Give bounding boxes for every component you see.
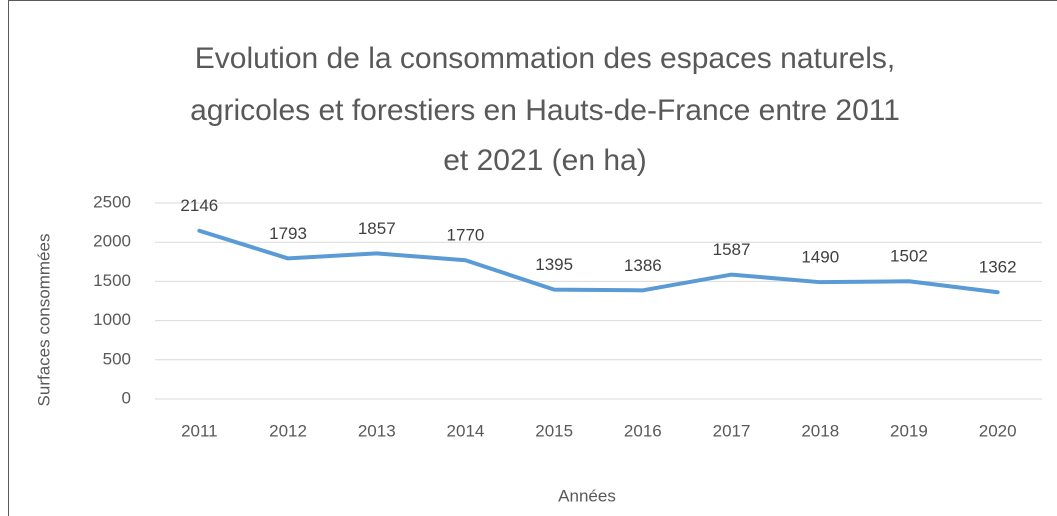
data-label: 1502 — [890, 247, 928, 266]
y-tick-label: 500 — [103, 349, 131, 368]
chart-title: agricoles et forestiers en Hauts-de-Fran… — [190, 94, 900, 127]
x-tick-label: 2015 — [535, 421, 573, 440]
y-tick-label: 0 — [122, 388, 131, 407]
data-line — [197, 228, 1000, 295]
data-label: 1587 — [713, 240, 751, 259]
chart-frame — [8, 0, 1057, 516]
y-tick-label: 2000 — [93, 232, 131, 251]
x-axis-label: Années — [558, 486, 616, 505]
data-label: 1770 — [447, 226, 485, 245]
data-label: 1490 — [801, 248, 839, 267]
y-axis-label: Surfaces consommées — [34, 234, 53, 407]
data-label: 1395 — [535, 255, 573, 274]
x-tick-label: 2018 — [801, 421, 839, 440]
y-tick-label: 1500 — [93, 271, 131, 290]
y-tick-label: 1000 — [93, 310, 131, 329]
x-tick-label: 2014 — [447, 421, 485, 440]
x-tick-label: 2013 — [358, 421, 396, 440]
data-label: 1386 — [624, 256, 662, 275]
x-tick-label: 2017 — [713, 421, 751, 440]
data-label: 1362 — [979, 258, 1017, 277]
chart-title: et 2021 (en ha) — [443, 144, 646, 177]
x-tick-label: 2011 — [181, 421, 218, 440]
chart-title: Evolution de la consommation des espaces… — [195, 42, 895, 75]
y-tick-label: 2500 — [93, 192, 131, 211]
x-tick-label: 2012 — [269, 421, 307, 440]
x-tick-label: 2020 — [979, 421, 1017, 440]
data-label: 1857 — [358, 219, 396, 238]
data-label: 1793 — [269, 224, 307, 243]
data-label: 2146 — [180, 196, 218, 215]
x-tick-label: 2016 — [624, 421, 662, 440]
x-tick-label: 2019 — [890, 421, 928, 440]
